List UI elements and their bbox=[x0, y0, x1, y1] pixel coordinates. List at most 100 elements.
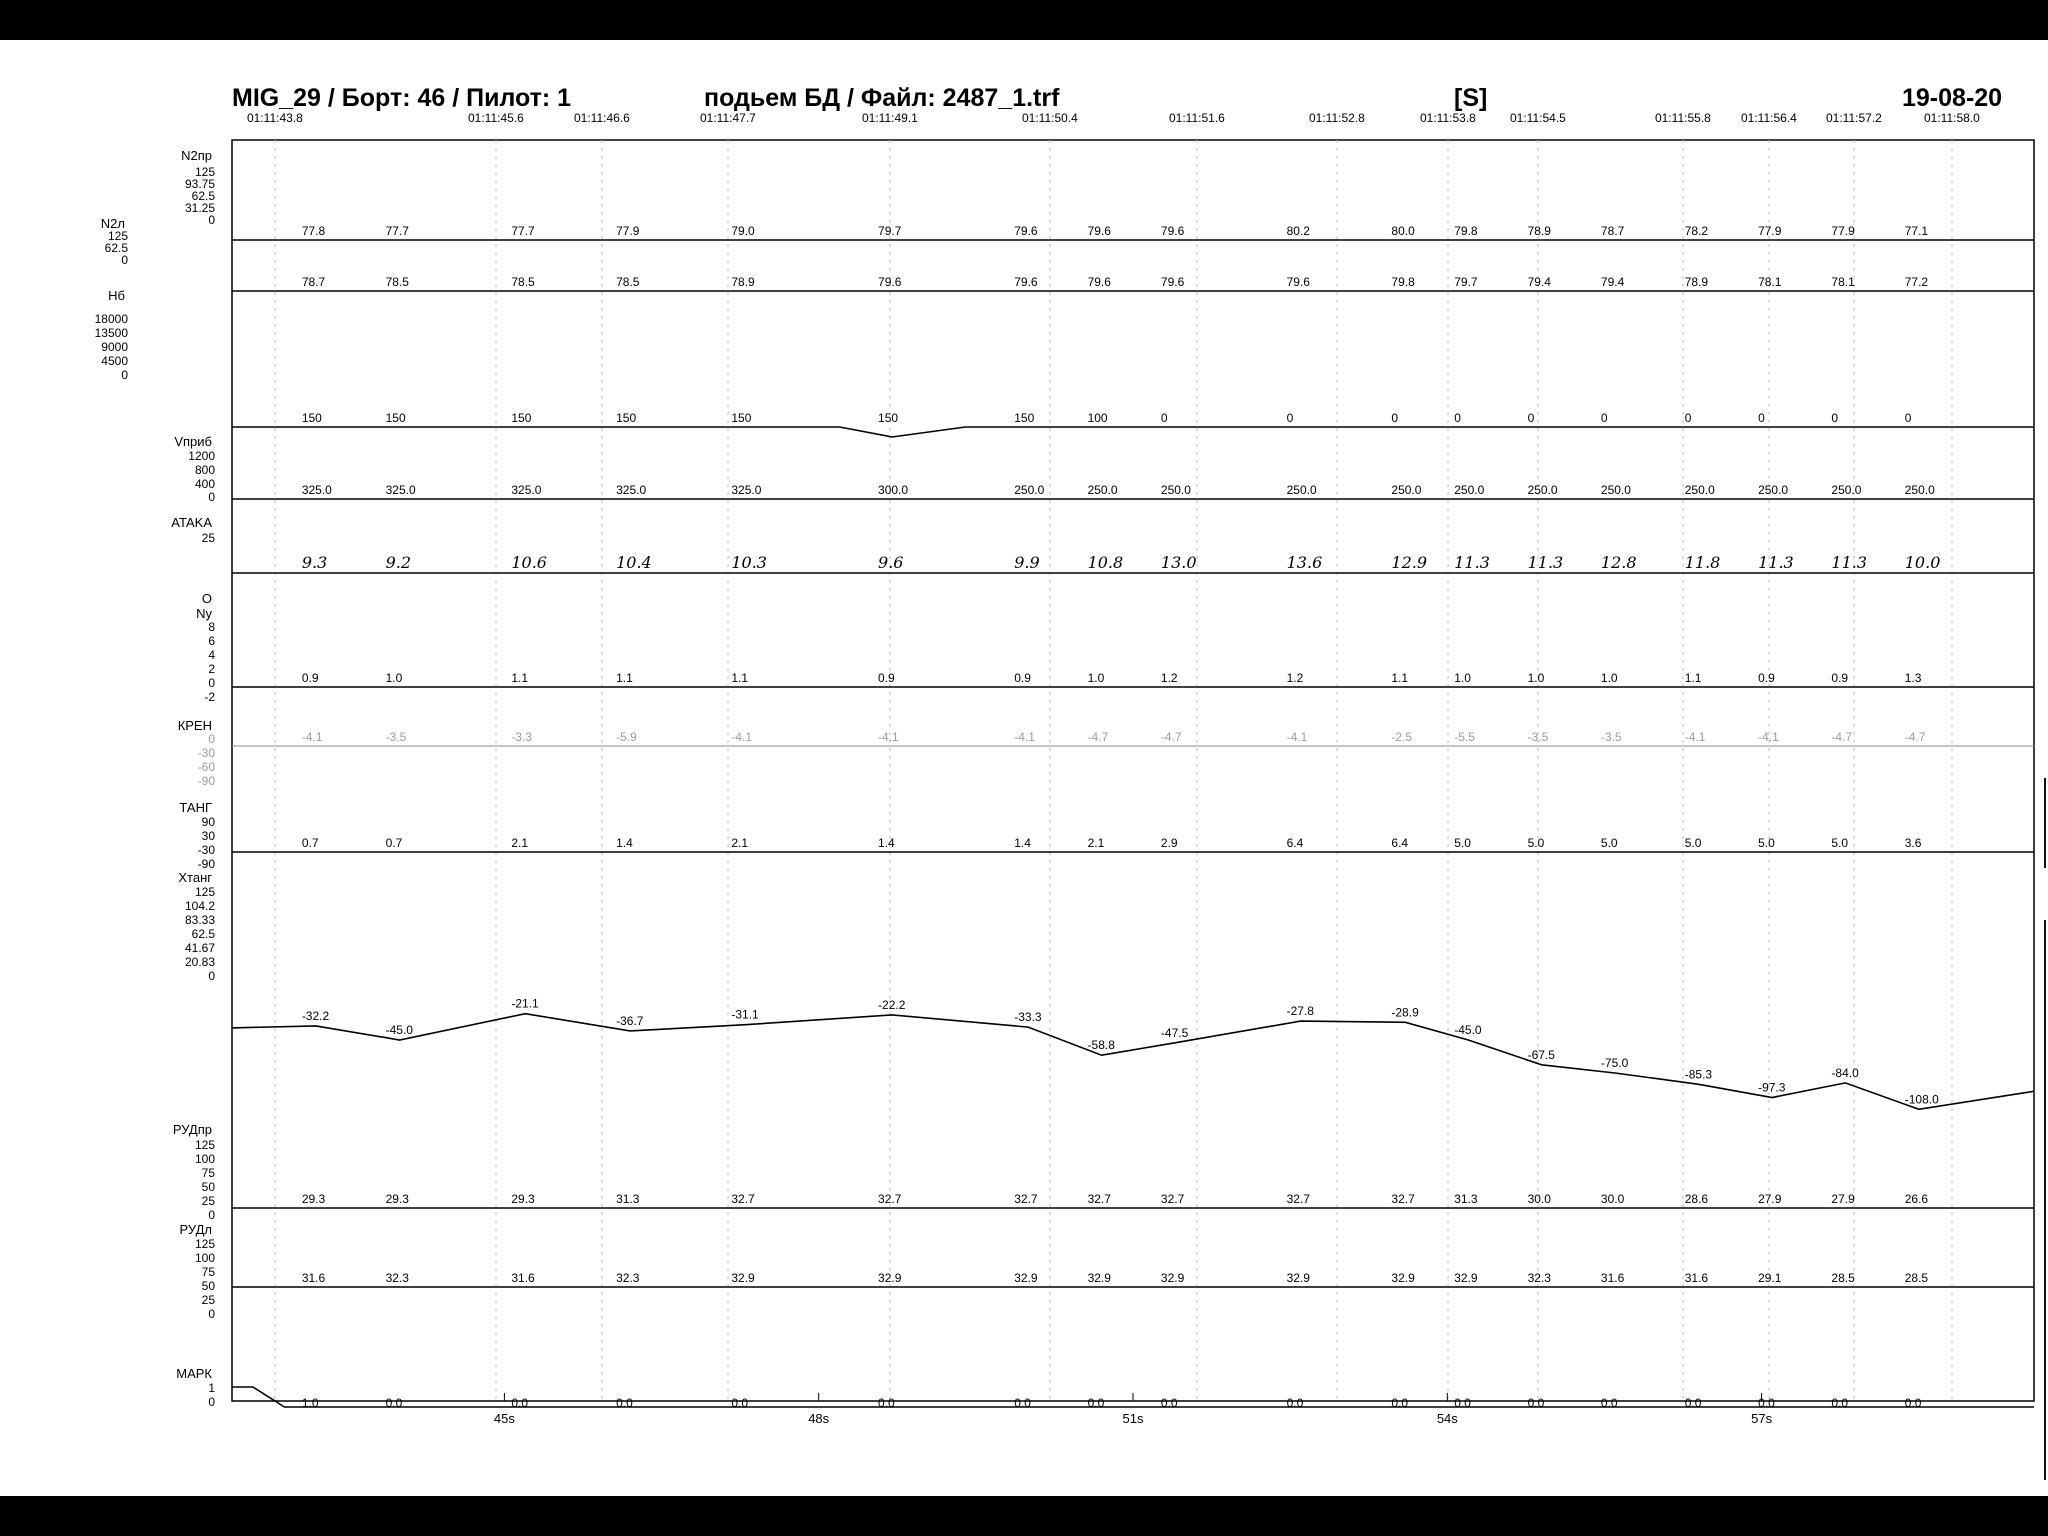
value-label: 79.6 bbox=[1287, 275, 1311, 289]
value-label: 0.0 bbox=[1905, 1396, 1922, 1410]
value-label: 250.0 bbox=[1528, 483, 1558, 497]
value-label: 0.0 bbox=[616, 1396, 633, 1410]
channel-name: Нб bbox=[108, 288, 125, 303]
value-label: 78.5 bbox=[386, 275, 410, 289]
axis-tick-label: -90 bbox=[198, 774, 216, 788]
chart-paper: MIG_29 / Борт: 46 / Пилот: 1 подьем БД /… bbox=[0, 40, 2048, 1496]
value-label: 31.3 bbox=[1454, 1192, 1478, 1206]
time-stamp: 01:11:49.1 bbox=[862, 111, 918, 125]
value-label: 325.0 bbox=[511, 483, 541, 497]
axis-tick-label: 400 bbox=[195, 477, 215, 491]
value-label: 5.0 bbox=[1831, 836, 1848, 850]
value-label: 78.9 bbox=[1685, 275, 1709, 289]
value-label: 0.0 bbox=[1088, 1396, 1105, 1410]
value-label: 79.7 bbox=[1454, 275, 1478, 289]
value-label: -5.5 bbox=[1454, 730, 1475, 744]
value-label: 11.3 bbox=[1454, 553, 1490, 572]
value-label: -4.1 bbox=[1685, 730, 1706, 744]
value-label: -4.7 bbox=[1831, 730, 1852, 744]
value-label: 29.3 bbox=[386, 1192, 410, 1206]
value-label: -4.1 bbox=[878, 730, 899, 744]
value-label: 77.2 bbox=[1905, 275, 1929, 289]
value-label: 0 bbox=[1905, 411, 1912, 425]
value-label: 250.0 bbox=[1014, 483, 1044, 497]
value-label: 150 bbox=[302, 411, 322, 425]
value-label: 77.1 bbox=[1905, 224, 1929, 238]
axis-tick-label: 0 bbox=[208, 1208, 215, 1222]
value-label: -4.1 bbox=[1014, 730, 1035, 744]
value-label: 32.3 bbox=[386, 1271, 410, 1285]
value-label: 325.0 bbox=[731, 483, 761, 497]
axis-tick-label: -90 bbox=[198, 857, 216, 871]
value-label: 0.0 bbox=[511, 1396, 528, 1410]
axis-tick-label: 50 bbox=[202, 1180, 216, 1194]
value-label: 250.0 bbox=[1391, 483, 1421, 497]
time-stamp: 01:11:46.6 bbox=[574, 111, 630, 125]
axis-tick-label: 83.33 bbox=[185, 913, 215, 927]
channel-name: ТАНГ bbox=[179, 800, 212, 815]
value-label: -32.2 bbox=[302, 1009, 330, 1023]
value-label: 10.6 bbox=[511, 553, 547, 572]
channel-name: N2л bbox=[101, 216, 125, 231]
value-label: 32.7 bbox=[731, 1192, 755, 1206]
value-label: 77.9 bbox=[1758, 224, 1782, 238]
value-label: 79.8 bbox=[1454, 224, 1478, 238]
value-label: -58.8 bbox=[1088, 1038, 1116, 1052]
value-label: 0.0 bbox=[1758, 1396, 1775, 1410]
axis-tick-label: 13500 bbox=[95, 326, 129, 340]
scan-edge-mark bbox=[2044, 920, 2046, 1480]
value-label: 1.0 bbox=[302, 1396, 319, 1410]
value-label: 32.7 bbox=[1287, 1192, 1311, 1206]
value-label: 31.6 bbox=[1685, 1271, 1709, 1285]
value-label: -97.3 bbox=[1758, 1081, 1786, 1095]
value-label: 150 bbox=[616, 411, 636, 425]
value-label: 2.9 bbox=[1161, 836, 1178, 850]
value-label: 32.7 bbox=[1014, 1192, 1038, 1206]
value-label: 28.5 bbox=[1831, 1271, 1855, 1285]
value-label: 78.9 bbox=[731, 275, 755, 289]
value-label: 0.7 bbox=[386, 836, 403, 850]
value-label: 32.3 bbox=[616, 1271, 640, 1285]
value-label: 250.0 bbox=[1287, 483, 1317, 497]
channel-name: Хтанг bbox=[178, 870, 212, 885]
value-label: 0 bbox=[1287, 411, 1294, 425]
value-label: 1.1 bbox=[511, 671, 528, 685]
value-label: 250.0 bbox=[1685, 483, 1715, 497]
axis-tick-label: 0 bbox=[208, 732, 215, 746]
value-label: 150 bbox=[1014, 411, 1034, 425]
axis-tick-label: 31.25 bbox=[185, 201, 215, 215]
value-label: -45.0 bbox=[1454, 1023, 1482, 1037]
value-label: 0 bbox=[1454, 411, 1461, 425]
time-stamp: 01:11:47.7 bbox=[700, 111, 756, 125]
value-label: -31.1 bbox=[731, 1008, 759, 1022]
series-trace bbox=[231, 1012, 2035, 1111]
value-label: 250.0 bbox=[1088, 483, 1118, 497]
channel-name: РУДл bbox=[180, 1222, 212, 1237]
value-label: 79.7 bbox=[878, 224, 902, 238]
value-label: 0.0 bbox=[1454, 1396, 1471, 1410]
value-label: 0.0 bbox=[1601, 1396, 1618, 1410]
axis-tick-label: 2 bbox=[208, 662, 215, 676]
channel-name: РУДпр bbox=[173, 1122, 212, 1137]
value-label: 6.4 bbox=[1287, 836, 1304, 850]
time-stamp: 01:11:54.5 bbox=[1510, 111, 1566, 125]
value-label: 26.6 bbox=[1905, 1192, 1929, 1206]
value-label: -28.9 bbox=[1391, 1005, 1419, 1019]
value-label: 9.2 bbox=[386, 553, 411, 572]
value-label: -3.3 bbox=[511, 730, 532, 744]
value-label: 9.9 bbox=[1014, 553, 1039, 572]
flight-recorder-chart: 01:11:43.8 01:11:45.6 01:11:46.6 01:11:47.7… bbox=[95, 111, 2035, 1426]
value-label: 77.7 bbox=[511, 224, 535, 238]
scan-edge-mark bbox=[2044, 778, 2046, 868]
axis-tick-label: 0 bbox=[208, 969, 215, 983]
value-label: 32.9 bbox=[1454, 1271, 1478, 1285]
axis-tick-label: 62.5 bbox=[105, 241, 129, 255]
value-label: -36.7 bbox=[616, 1014, 644, 1028]
value-label: 12.8 bbox=[1601, 553, 1637, 572]
axis-tick-label: 4500 bbox=[101, 354, 128, 368]
axis-tick-label: -30 bbox=[198, 746, 216, 760]
time-stamp: 01:11:50.4 bbox=[1022, 111, 1078, 125]
value-label: 31.6 bbox=[302, 1271, 326, 1285]
value-label: 0.0 bbox=[1014, 1396, 1031, 1410]
value-label: 79.0 bbox=[731, 224, 755, 238]
